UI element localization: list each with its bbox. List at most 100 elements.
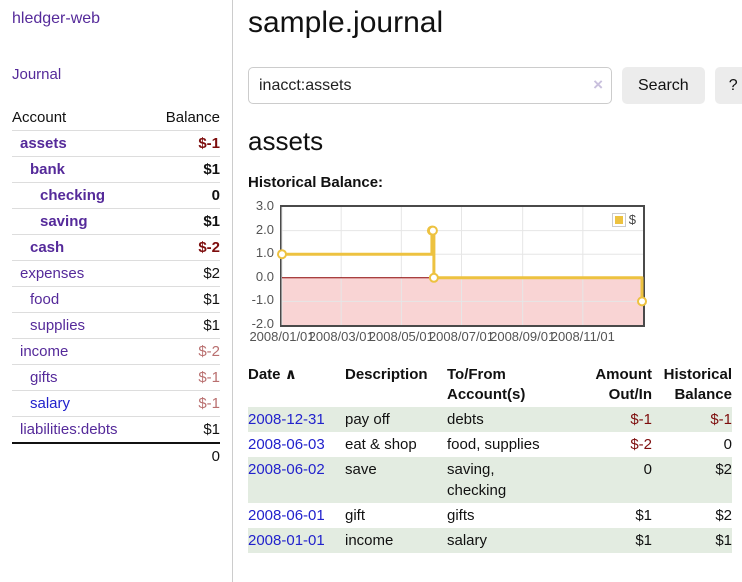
clear-search-icon[interactable]: × [593,75,603,94]
x-tick-label: 2008/03/01 [308,329,374,344]
transaction-accounts: salary [447,528,557,553]
sidebar-account-row: food $1 [12,286,220,312]
transaction-balance: $2 [715,507,732,524]
accounts-table-header: Account Balance [12,105,220,130]
legend-label: $ [628,212,636,227]
chart-title: Historical Balance: [248,174,384,191]
transaction-description: gift [345,507,366,524]
accounts-total-value: 0 [211,448,220,465]
sidebar-account-gifts[interactable]: gifts [30,369,58,386]
transaction-date-link[interactable]: 2008-01-01 [248,532,325,549]
register-header-date[interactable]: Date ∧ [248,363,345,407]
transaction-date-link[interactable]: 2008-12-31 [248,411,325,428]
transaction-amount: $-1 [557,407,652,432]
y-tick-label: -1.0 [251,292,274,308]
transaction-date-cell: 2008-01-01 [248,528,345,553]
transaction-description: eat & shop [345,436,417,453]
transaction-balance: $-1 [652,407,732,432]
sidebar-account-cash[interactable]: cash [30,239,65,256]
register-header-description: Description [345,366,428,383]
register-header-amount: Amount Out/In [595,366,652,403]
account-balance: $2 [203,265,220,282]
account-balance: $1 [203,213,220,230]
transaction-amount: $1 [557,528,652,553]
transaction-accounts: gifts [447,507,475,524]
x-tick-label: 2008/05/01 [368,329,434,344]
transaction-date-link[interactable]: 2008-06-02 [248,461,325,478]
account-balance: $-1 [198,369,220,386]
register-table: Date ∧ Description To/From Account(s) Am… [248,363,732,553]
y-tick-label: -2.0 [251,316,274,331]
account-balance: $-1 [198,395,220,412]
sidebar-account-income[interactable]: income [20,343,69,360]
account-balance: $-2 [198,239,220,256]
app-title-link[interactable]: hledger-web [12,10,101,27]
transaction-accounts: saving, checking [447,457,557,503]
y-tick-label: 0.0 [255,268,274,284]
search-bar: × Search ? [248,67,742,104]
account-balance: $-1 [198,135,220,152]
account-balance: $1 [203,317,220,334]
accounts-header-account: Account [12,109,67,126]
sidebar-account-row: liabilities:debts $1 [12,416,220,442]
y-tick-label: 3.0 [255,198,274,213]
sidebar-account-assets[interactable]: assets [20,135,67,152]
transaction-balance: $1 [652,528,732,553]
help-button[interactable]: ? [714,67,742,104]
sidebar-account-row: assets $-1 [12,130,220,156]
transaction-date-link[interactable]: 2008-06-03 [248,436,325,453]
account-balance: $1 [203,161,220,178]
sidebar-account-supplies[interactable]: supplies [30,317,86,334]
transaction-date-link[interactable]: 2008-06-01 [248,507,325,524]
transaction-description: income [345,528,447,553]
sidebar-account-row: income $-2 [12,338,220,364]
sidebar-account-row: bank $1 [12,156,220,182]
transaction-amount: $-2 [630,436,652,453]
register-header-balance: Historical Balance [663,366,732,403]
sidebar-account-bank[interactable]: bank [30,161,66,178]
x-axis-labels: 2008/01/01 2008/03/01 2008/05/01 2008/07/01… [249,329,643,345]
register-row: 2008-06-01 gift gifts $1 $2 [248,503,732,528]
y-tick-label: 1.0 [255,245,274,261]
chart-legend: $ [609,211,638,228]
sidebar-account-checking[interactable]: checking [40,187,106,204]
account-heading: assets [248,126,324,156]
register-row: 2008-12-31 pay off debts $-1 $-1 [248,407,732,432]
search-button[interactable]: Search [622,67,705,104]
sidebar-account-salary[interactable]: salary [30,395,71,412]
register-header-accounts: To/From Account(s) [447,366,526,403]
chart-plot-area[interactable]: $ [277,205,648,327]
y-axis-labels: 3.0 2.0 1.0 0.0 -1.0 -2.0 [248,198,276,331]
sidebar-account-food[interactable]: food [30,291,60,308]
transaction-accounts: debts [447,407,557,432]
accounts-total-row: 0 [12,442,220,469]
accounts-header-balance: Balance [165,109,220,126]
account-balance: $-2 [198,343,220,360]
legend-swatch-icon [611,212,626,227]
account-balance: $1 [203,291,220,308]
account-balance: $1 [203,421,220,438]
transaction-balance: $2 [652,457,732,503]
x-tick-label: 2008/09/01 [490,329,556,344]
x-tick-label: 2008/11/01 [550,329,615,344]
sidebar-account-expenses[interactable]: expenses [20,265,85,282]
sort-asc-icon: ∧ [284,366,297,383]
search-input-wrap: × [248,67,612,104]
y-tick-label: 2.0 [255,221,274,237]
sidebar: hledger-web Journal Account Balance asse… [0,0,233,582]
chart-canvas [277,207,648,325]
register-header-date-label: Date [248,366,281,383]
page-title: sample.journal [248,6,444,39]
search-input[interactable] [248,67,612,104]
sidebar-item-journal[interactable]: Journal [12,66,62,83]
sidebar-account-row: cash $-2 [12,234,220,260]
sidebar-account-liabilities-debts[interactable]: liabilities:debts [20,421,118,438]
sidebar-account-row: salary $-1 [12,390,220,416]
register-row: 2008-06-03 eat & shop food, supplies $-2 0 [248,432,732,457]
transaction-amount: $1 [635,507,652,524]
register-row: 2008-06-02 save saving, checking 0 $2 [248,457,732,503]
sidebar-account-saving[interactable]: saving [40,213,88,230]
accounts-rows: assets $-1 bank $1 checking 0 saving $1 cash $-2 e… [12,130,220,442]
transaction-description: save [345,457,447,503]
sidebar-account-row: expenses $2 [12,260,220,286]
